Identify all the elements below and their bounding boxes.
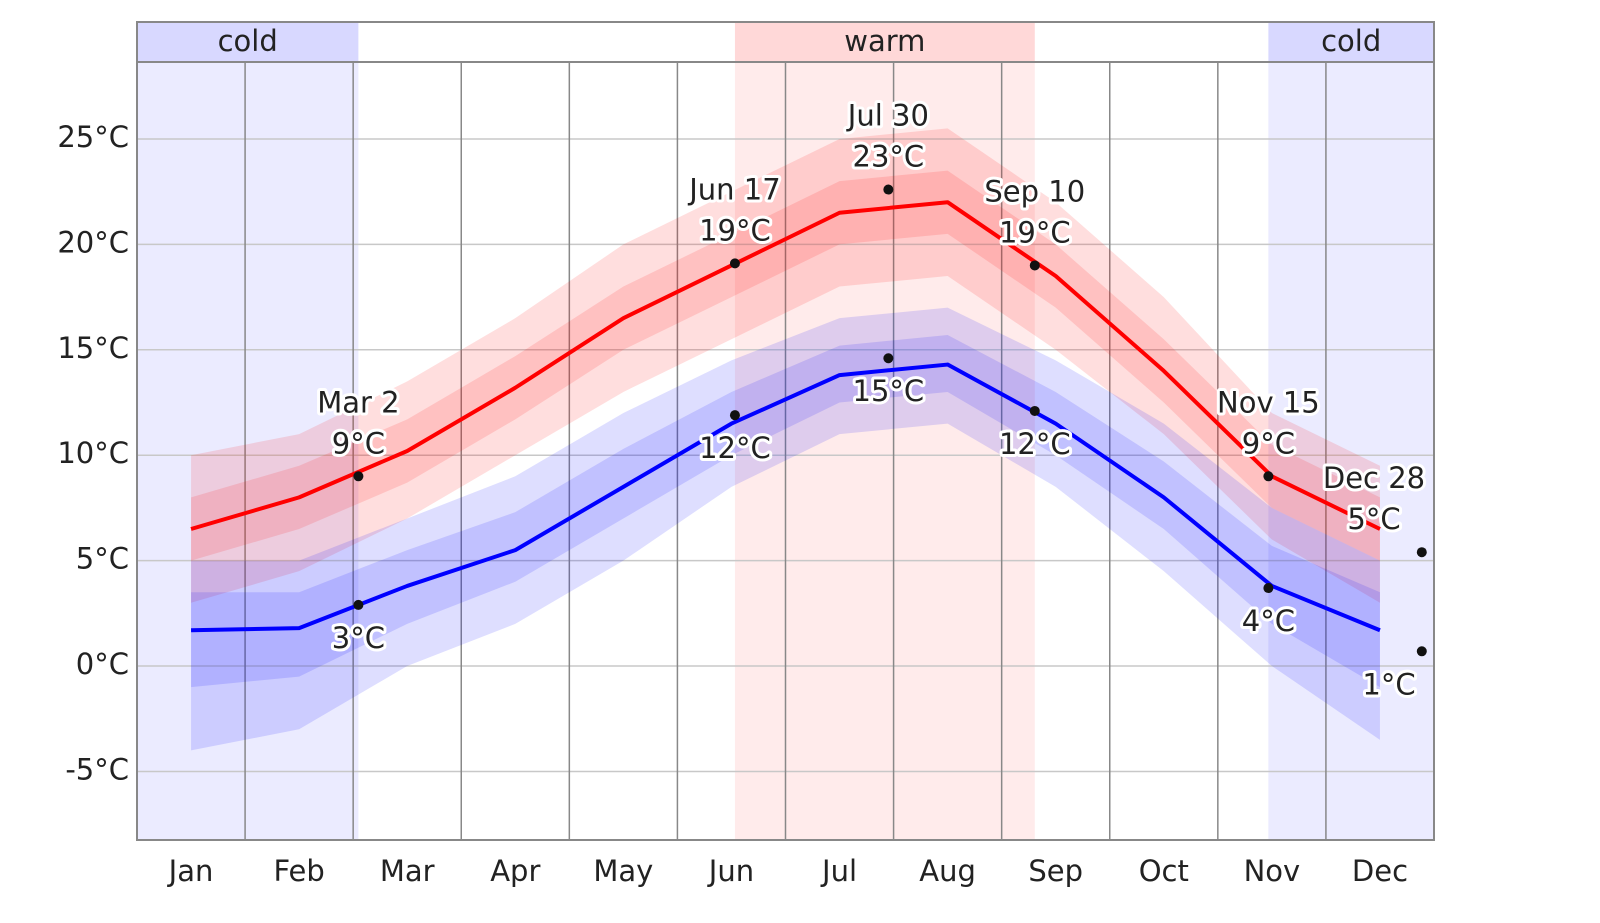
annotation-date: Jul 30 (846, 99, 929, 133)
season-band (1268, 22, 1434, 62)
annotation-value: 5°C (1347, 502, 1400, 536)
annotation-point (883, 353, 894, 364)
annotation-value: 12°C (699, 431, 771, 465)
annotation-point (883, 184, 894, 195)
x-tick-label: Nov (1244, 854, 1301, 888)
season-label: cold (218, 24, 278, 58)
annotation-value: 12°C (999, 427, 1071, 461)
annotation-value: 4°C (1242, 604, 1295, 638)
x-tick-label: Apr (490, 854, 540, 888)
x-tick-label: May (593, 854, 653, 888)
season-shade (1268, 62, 1434, 840)
y-tick-label: 0°C (76, 647, 129, 681)
annotation-value: 23°C (853, 140, 925, 174)
season-shade (137, 62, 359, 840)
annotation-value: 15°C (853, 374, 925, 408)
season-label: cold (1321, 24, 1381, 58)
y-tick-label: -5°C (65, 752, 129, 786)
series-line (191, 362, 1381, 633)
season-band (734, 22, 1035, 62)
season-label: warm (844, 24, 925, 58)
annotation-value: 3°C (332, 621, 385, 655)
annotation-point (1416, 547, 1427, 558)
annotation-point (1263, 471, 1274, 482)
annotation-point (353, 599, 364, 610)
range-band (191, 335, 1380, 688)
annotation-date: Sep 10 (984, 174, 1085, 208)
y-tick-label: 20°C (57, 225, 129, 259)
y-tick-label: 10°C (57, 436, 129, 470)
x-tick-label: Feb (273, 854, 324, 888)
x-tick-label: Jul (820, 854, 857, 888)
x-tick-label: Aug (919, 854, 976, 888)
annotation-value: 9°C (332, 426, 385, 460)
y-tick-label: 5°C (76, 542, 129, 576)
annotation-point (1029, 260, 1040, 271)
range-band (191, 128, 1380, 603)
annotation-point (729, 258, 740, 269)
annotation-point (729, 410, 740, 421)
x-tick-label: Sep (1028, 854, 1083, 888)
annotation-date: Mar 2 (317, 385, 399, 419)
x-tick-label: Jan (167, 854, 214, 888)
annotation-date: Dec 28 (1323, 461, 1425, 495)
x-tick-label: Oct (1139, 854, 1189, 888)
x-tick-label: Mar (380, 854, 435, 888)
annotation-date: Nov 15 (1217, 385, 1320, 419)
x-tick-label: Dec (1352, 854, 1408, 888)
season-band (137, 22, 359, 62)
annotation-value: 19°C (699, 213, 771, 247)
annotation-point (1416, 646, 1427, 657)
range-band (191, 170, 1380, 561)
x-tick-label: Jun (707, 854, 754, 888)
annotation-value: 1°C (1362, 667, 1415, 701)
range-band (191, 307, 1380, 751)
y-tick-label: 25°C (57, 120, 129, 154)
annotation-value: 9°C (1242, 426, 1295, 460)
annotation-value: 19°C (999, 215, 1071, 249)
series-line (190, 200, 1381, 531)
plot-frame (136, 21, 1435, 841)
annotation-point (1029, 405, 1040, 416)
y-tick-label: 15°C (57, 331, 129, 365)
annotation-point (1263, 583, 1274, 594)
annotation-date: Jun 17 (687, 172, 780, 206)
annotation-point (353, 471, 364, 482)
